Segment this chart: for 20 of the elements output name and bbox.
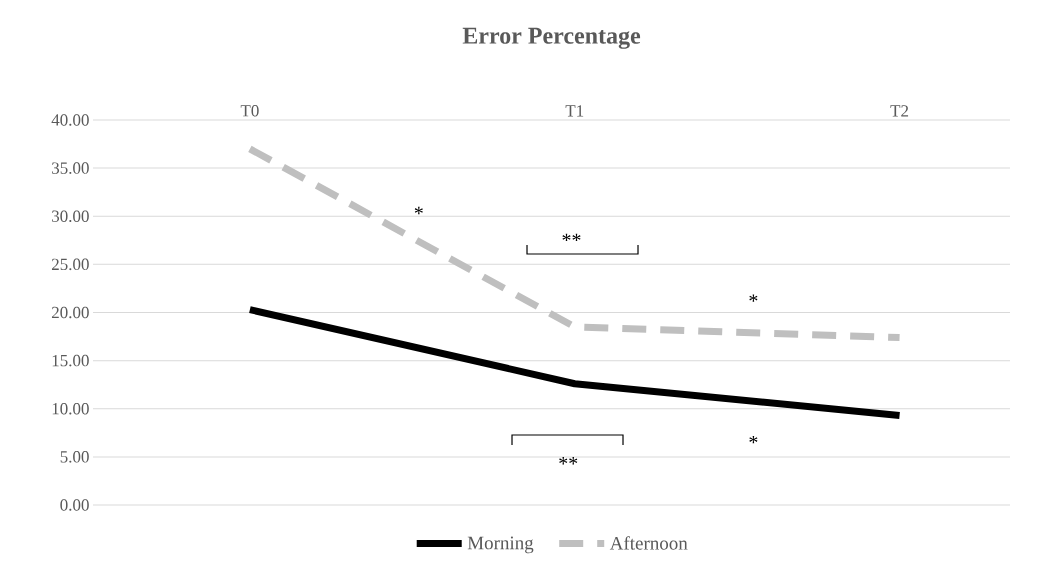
x-tick-label: T2 <box>890 105 909 117</box>
chart-title: Error Percentage <box>462 27 641 49</box>
y-tick-label: 10.00 <box>52 402 89 415</box>
legend-label: Afternoon <box>609 536 688 550</box>
annotation: ** <box>562 233 581 242</box>
y-tick-label: 20.00 <box>51 306 89 319</box>
y-tick-label: 0.00 <box>60 499 89 511</box>
y-tick-label: 35.00 <box>52 162 89 174</box>
y-tick-label: 5.00 <box>60 451 89 463</box>
annotation: ** <box>559 457 578 465</box>
annotation: * <box>749 294 758 302</box>
y-tick-label: 40.00 <box>51 114 89 126</box>
y-tick-label: 30.00 <box>52 210 89 223</box>
annotation: * <box>749 435 758 444</box>
legend-label: Morning <box>467 536 534 554</box>
x-tick-label: T0 <box>240 104 259 117</box>
y-tick-label: 15.00 <box>52 354 89 367</box>
annotation: * <box>414 206 423 215</box>
y-tick-label: 25.00 <box>51 258 89 271</box>
x-tick-label: T1 <box>565 105 584 117</box>
